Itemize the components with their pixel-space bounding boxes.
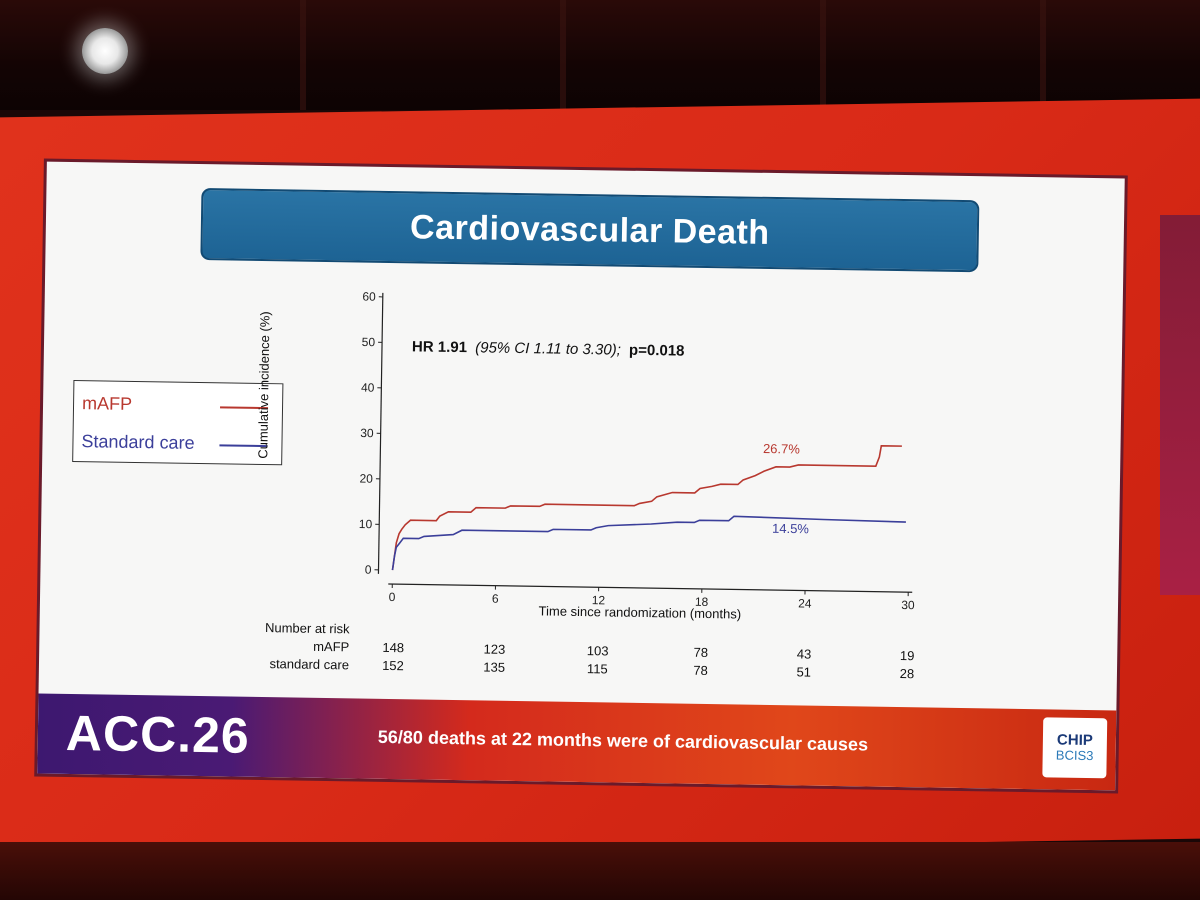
curve-mafp bbox=[391, 445, 902, 571]
end-label-mafp: 26.7% bbox=[763, 441, 801, 457]
risk-value: 103 bbox=[587, 643, 609, 658]
x-tick-label: 0 bbox=[389, 590, 396, 604]
chart-axes: 0 10 20 30 40 50 60 0 6 12 18 24 30 bbox=[359, 290, 915, 613]
x-axis-label: Time since randomization (months) bbox=[538, 603, 741, 621]
chart-curves: 26.7% 14.5% bbox=[391, 441, 906, 571]
risk-value: 28 bbox=[900, 666, 915, 681]
footer-banner: ACC.26 56/80 deaths at 22 months were of… bbox=[37, 693, 1117, 791]
y-tick-label: 30 bbox=[360, 426, 374, 440]
x-tick-label: 6 bbox=[492, 592, 499, 606]
risk-value: 78 bbox=[693, 645, 708, 660]
risk-value: 135 bbox=[483, 659, 505, 674]
footer-note: 56/80 deaths at 22 months were of cardio… bbox=[377, 726, 869, 755]
risk-row-label-mafp: mAFP bbox=[313, 639, 349, 655]
hr-value: HR 1.91 bbox=[412, 338, 467, 356]
risk-value: 152 bbox=[382, 658, 404, 673]
end-label-standard-care: 14.5% bbox=[772, 521, 810, 537]
y-axis-label: Cumulative incidence (%) bbox=[255, 311, 272, 459]
risk-row-label-standard-care: standard care bbox=[269, 656, 349, 672]
y-tick-label: 20 bbox=[359, 472, 373, 486]
risk-table-header: Number at risk bbox=[265, 620, 350, 636]
risk-value: 19 bbox=[900, 648, 915, 663]
x-tick-label: 18 bbox=[695, 595, 709, 609]
trial-logo: CHIP BCIS3 bbox=[1042, 717, 1108, 779]
km-chart: 0 10 20 30 40 50 60 0 6 12 18 24 30 26.7% 14.5% HR 1.… bbox=[255, 290, 915, 682]
trial-logo-line2: BCIS3 bbox=[1055, 747, 1094, 764]
y-tick-label: 10 bbox=[359, 517, 373, 531]
risk-value: 51 bbox=[796, 664, 811, 679]
y-tick-label: 0 bbox=[365, 563, 372, 577]
side-screen bbox=[1160, 215, 1200, 595]
x-axis-line bbox=[388, 583, 913, 593]
x-tick-label: 30 bbox=[901, 598, 915, 612]
stage-spotlight bbox=[82, 28, 128, 74]
p-value: p=0.018 bbox=[629, 342, 685, 360]
hazard-ratio-stats: HR 1.91 (95% CI 1.11 to 3.30); p=0.018 bbox=[412, 338, 685, 359]
y-tick-label: 60 bbox=[362, 290, 376, 304]
risk-values: 148 123 103 78 43 19 152 135 115 78 51 28 bbox=[382, 640, 915, 681]
stage-floor bbox=[0, 842, 1200, 900]
hr-ci: (95% CI 1.11 to 3.30); bbox=[475, 339, 621, 358]
venue-ceiling bbox=[0, 0, 1200, 110]
risk-value: 123 bbox=[484, 641, 506, 656]
x-tick-label: 12 bbox=[592, 593, 606, 607]
risk-value: 115 bbox=[587, 661, 608, 676]
number-at-risk-table: Number at risk mAFP standard care 148 123… bbox=[265, 620, 915, 681]
trial-logo-line1: CHIP bbox=[1056, 731, 1093, 750]
risk-value: 43 bbox=[797, 646, 812, 661]
x-tick-label: 24 bbox=[798, 596, 812, 610]
presentation-screen: Cardiovascular Death mAFP Standard care … bbox=[37, 161, 1125, 791]
risk-value: 78 bbox=[693, 663, 708, 678]
y-tick-label: 40 bbox=[361, 381, 375, 395]
y-tick-label: 50 bbox=[362, 335, 376, 349]
risk-value: 148 bbox=[382, 640, 404, 655]
conference-brand: ACC.26 bbox=[65, 704, 251, 764]
curve-standard-care bbox=[391, 515, 906, 571]
